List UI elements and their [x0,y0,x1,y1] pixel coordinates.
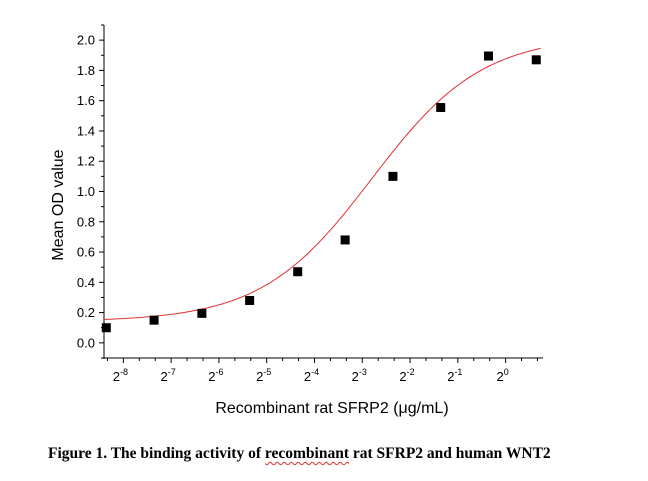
data-points [101,51,541,333]
y-tick-label: 0.6 [77,245,95,260]
y-tick-label: 1.8 [77,63,95,78]
figure-caption: Figure 1. The binding activity of recomb… [48,445,551,463]
data-point [340,235,350,245]
data-point [436,102,446,112]
data-point [531,55,541,65]
caption-text-after: rat SFRP2 and human WNT2 [349,445,551,462]
x-axis-title: Recombinant rat SFRP2 (μg/mL) [215,400,448,417]
axes [99,24,543,363]
data-point [245,295,255,305]
y-tick-label: 2.0 [77,33,95,48]
y-tick-label: 0.4 [77,275,95,290]
y-axis-title: Mean OD value [50,149,67,260]
caption-text-underlined: recombinant [264,445,349,462]
x-tick-label: 2-2 [399,367,414,384]
x-tick-label: 2-1 [447,367,462,384]
data-point [149,315,159,325]
data-point [388,171,398,181]
x-tick-label: 2-7 [161,367,176,384]
fit-curve [103,47,541,320]
x-tick-label: 20 [496,367,508,384]
x-tick-label: 2-5 [256,367,271,384]
y-tick-label: 1.2 [77,154,95,169]
x-tick-labels: 2-8 2-7 2-6 2-5 2-4 2-3 2-2 2-1 20 [113,367,509,384]
data-point [101,323,111,333]
y-tick-label: 1.4 [77,123,95,138]
y-tick-labels: 0.0 0.2 0.4 0.6 0.8 1.0 1.2 1.4 1.6 1.8 2.0 [77,33,95,351]
data-point [197,308,207,318]
y-tick-label: 1.6 [77,93,95,108]
data-point [293,267,303,277]
y-tick-label: 0.0 [77,335,95,350]
x-tick-label: 2-6 [208,367,223,384]
y-tick-label: 0.2 [77,305,95,320]
y-tick-label: 0.8 [77,214,95,229]
y-tick-label: 1.0 [77,184,95,199]
data-point [483,51,493,61]
x-tick-label: 2-8 [113,367,128,384]
caption-text-before: Figure 1. The binding activity of [48,445,265,462]
x-tick-label: 2-4 [304,367,319,384]
x-tick-label: 2-3 [352,367,367,384]
